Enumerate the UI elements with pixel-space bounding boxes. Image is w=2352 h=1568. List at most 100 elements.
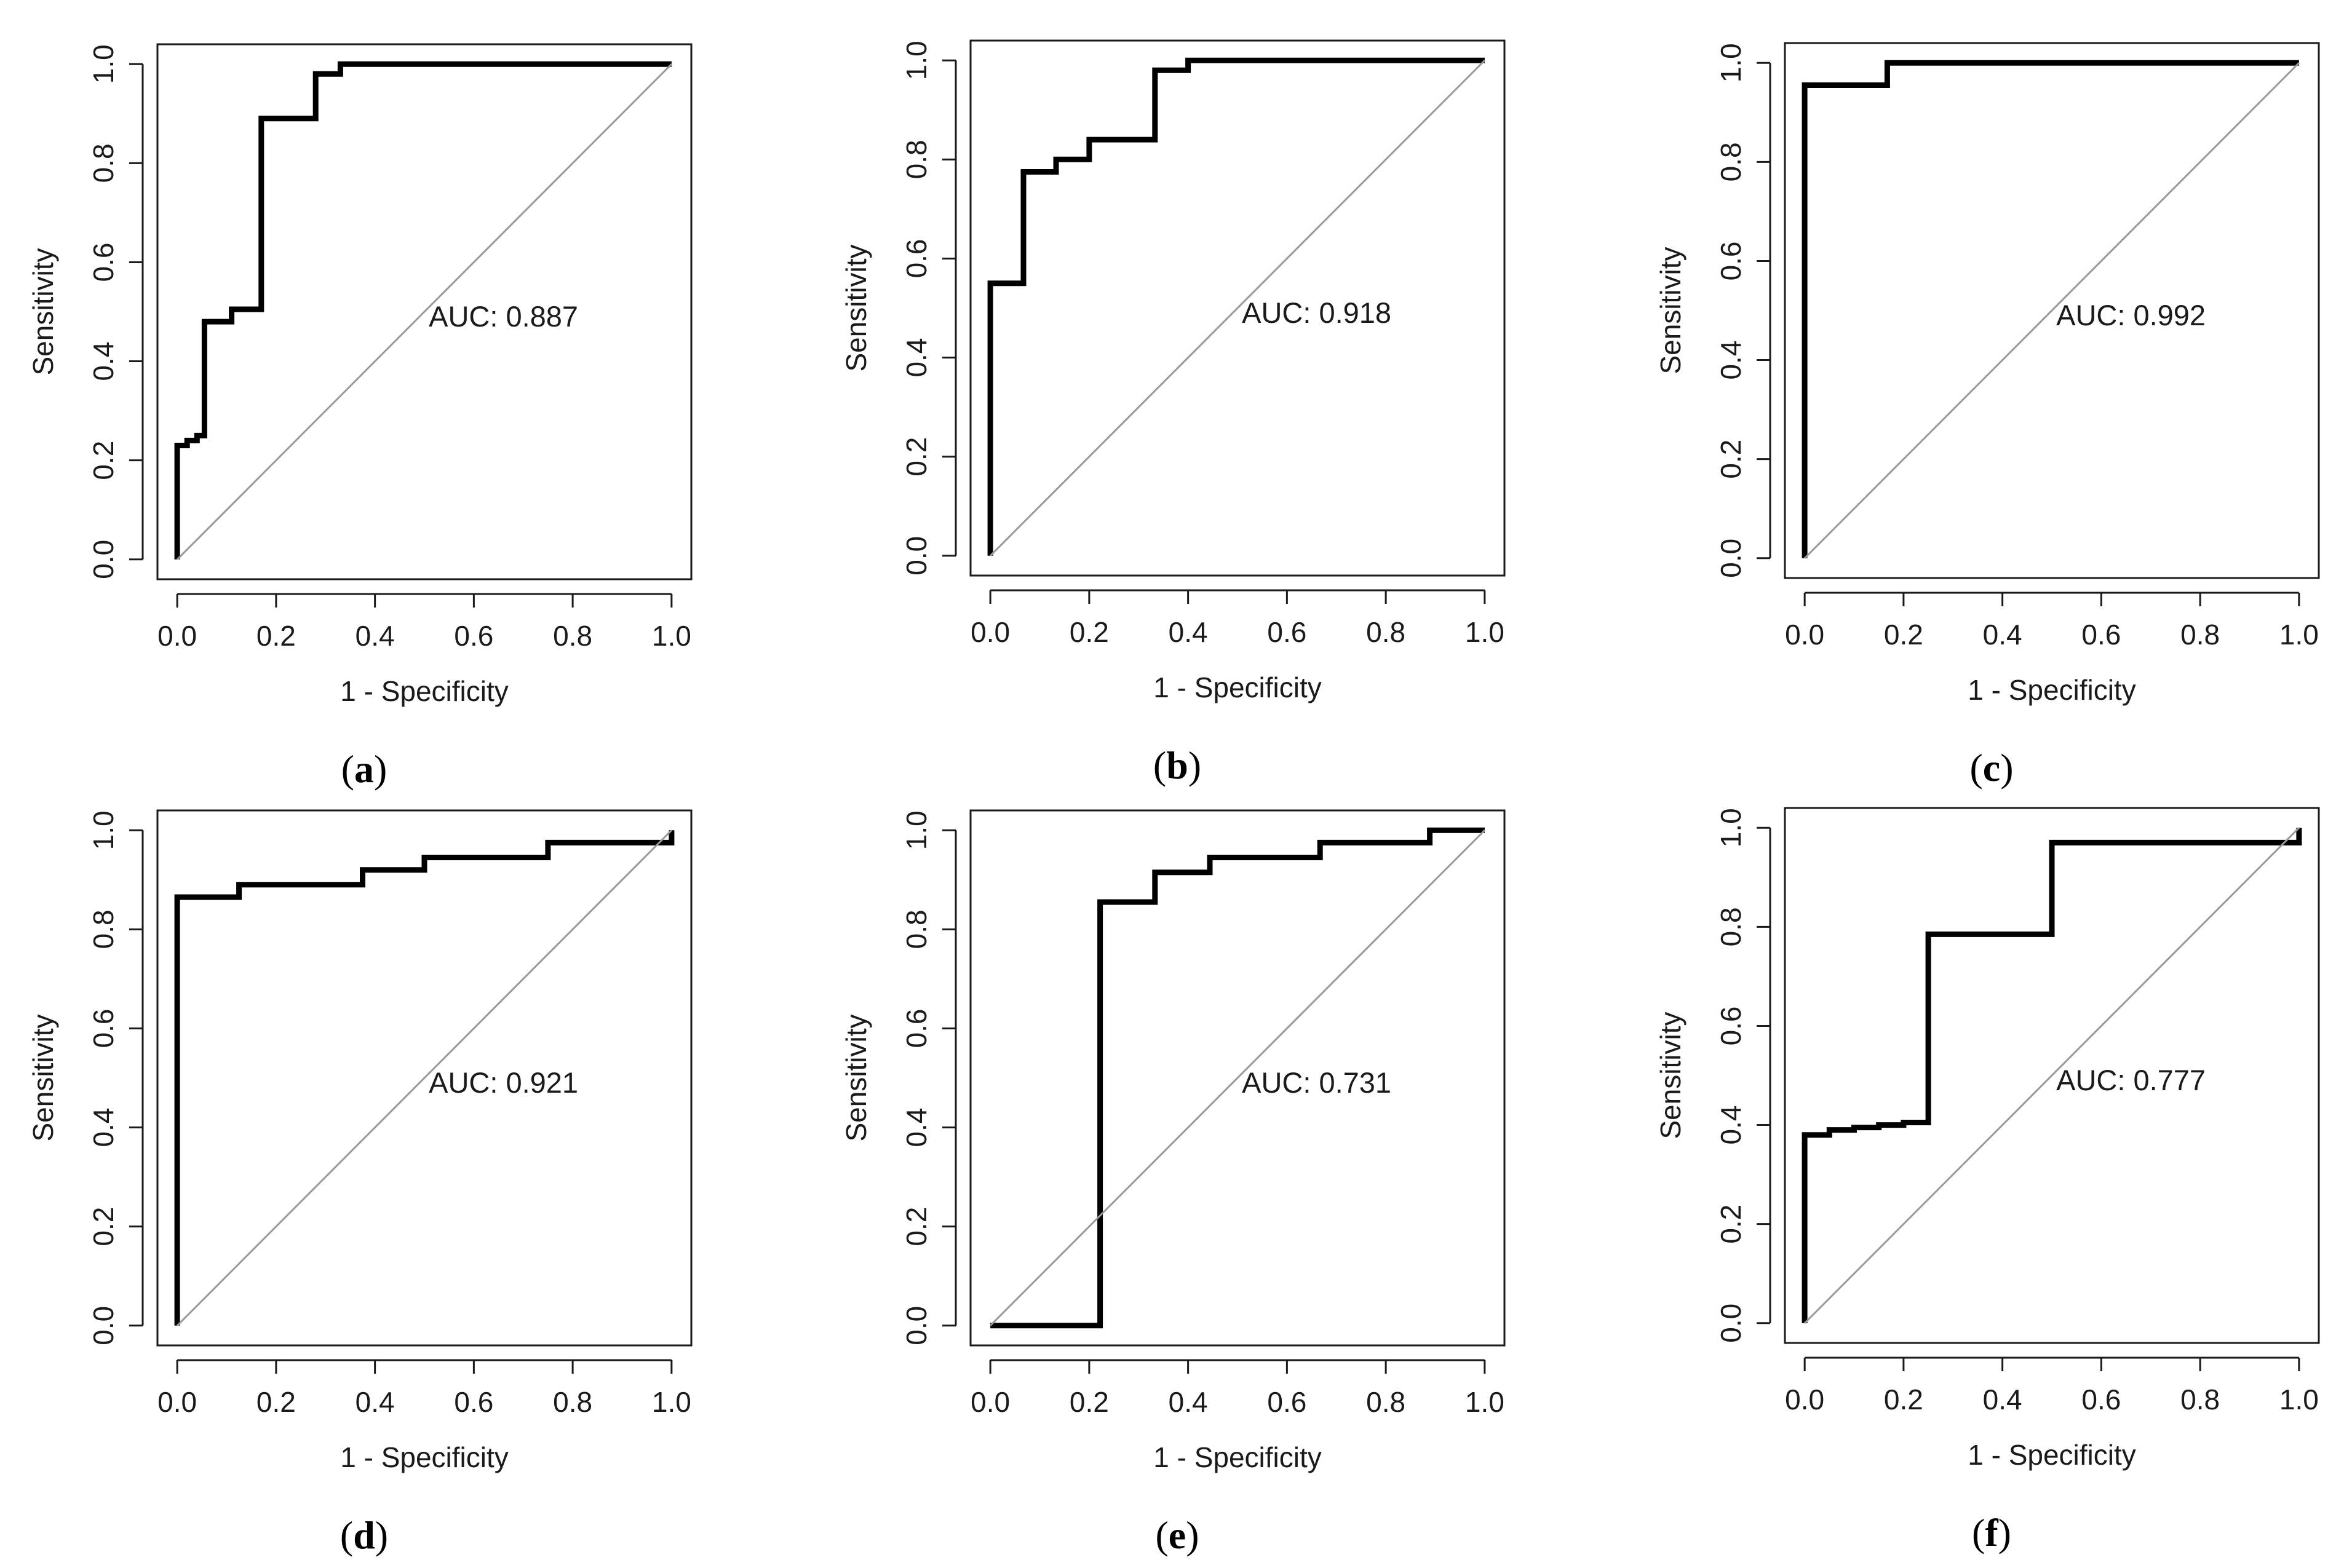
y-tick-label: 0.4 — [900, 338, 932, 378]
x-tick-label: 1.0 — [2279, 1384, 2319, 1416]
x-tick-label: 0.8 — [553, 620, 592, 652]
x-tick-label: 0.4 — [1169, 1386, 1208, 1418]
roc-panel-c: 0.0 0.2 0.4 0.6 0.8 1.0 0.0 0.2 0.4 0.6 0.8 1.0 1 - … — [1655, 42, 2320, 790]
roc-curve-line — [174, 61, 672, 560]
y-tick-label: 0.0 — [87, 1306, 119, 1345]
y-axis-title: Sensitivity — [840, 1014, 872, 1141]
x-tick-label: 1.0 — [652, 1386, 691, 1418]
roc-curve-line — [1802, 60, 2299, 558]
x-tick-label: 0.4 — [1169, 616, 1208, 648]
x-tick-label: 0.0 — [1785, 1384, 1824, 1416]
x-tick-label: 1.0 — [1465, 1386, 1504, 1418]
x-tick-label: 0.8 — [2180, 619, 2220, 651]
x-tick-label: 0.6 — [1267, 616, 1306, 648]
x-tick-label: 0.8 — [553, 1386, 592, 1418]
y-tick-label: 0.6 — [1715, 241, 1747, 280]
x-axis-title: 1 - Specificity — [340, 1441, 509, 1473]
y-tick-label: 0.0 — [87, 540, 119, 579]
reference-diagonal-line — [990, 60, 1485, 556]
panel-caption-letter: e — [1169, 1513, 1186, 1557]
auc-annotation: AUC: 0.731 — [1242, 1066, 1391, 1099]
roc-panel-e: 0.0 0.2 0.4 0.6 0.8 1.0 0.0 0.2 0.4 0.6 0.8 1.0 1 - … — [840, 809, 1506, 1557]
x-tick-label: 0.2 — [1884, 1384, 1923, 1416]
plot-frame — [156, 43, 693, 580]
roc-panel-d: 0.0 0.2 0.4 0.6 0.8 1.0 0.0 0.2 0.4 0.6 0.8 1.0 1 - … — [27, 809, 693, 1557]
x-axis-title: 1 - Specificity — [1968, 1439, 2136, 1471]
panel-caption: (d) — [340, 1513, 388, 1557]
x-axis-title: 1 - Specificity — [1153, 671, 1322, 703]
x-tick-label: 1.0 — [652, 620, 691, 652]
panel-caption: (f) — [1972, 1511, 2011, 1554]
x-tick-label: 0.2 — [256, 620, 296, 652]
x-tick-label: 0.6 — [2081, 619, 2121, 651]
y-axis-title: Sensitivity — [1655, 1012, 1687, 1139]
y-tick-label: 0.6 — [87, 1008, 119, 1048]
y-tick-label: 0.2 — [1715, 440, 1747, 479]
auc-annotation: AUC: 0.777 — [2056, 1064, 2206, 1096]
y-tick-label: 0.8 — [87, 143, 119, 183]
auc-annotation: AUC: 0.921 — [429, 1066, 578, 1099]
panel-caption: (e) — [1155, 1513, 1199, 1557]
x-tick-label: 0.4 — [356, 620, 395, 652]
x-tick-label: 0.0 — [1785, 619, 1824, 651]
roc-curve-line — [174, 830, 675, 1326]
y-axis-title: Sensitivity — [27, 248, 59, 375]
panel-caption: (a) — [341, 747, 387, 791]
roc-panel-f: 0.0 0.2 0.4 0.6 0.8 1.0 0.0 0.2 0.4 0.6 0.8 1.0 1 - … — [1655, 807, 2320, 1554]
reference-diagonal-line — [990, 830, 1485, 1326]
reference-diagonal-line — [1804, 827, 2300, 1324]
y-tick-label: 1.0 — [900, 41, 932, 80]
x-tick-label: 0.2 — [1884, 619, 1923, 651]
y-axis-title: Sensitivity — [27, 1014, 59, 1141]
panel-caption-letter: f — [1985, 1511, 1998, 1554]
roc-curve-line — [987, 57, 1485, 556]
x-tick-label: 0.0 — [971, 616, 1010, 648]
y-tick-label: 0.2 — [87, 441, 119, 480]
x-tick-label: 0.0 — [971, 1386, 1010, 1418]
y-tick-label: 0.4 — [900, 1108, 932, 1147]
x-tick-label: 0.2 — [1070, 616, 1109, 648]
y-tick-label: 0.2 — [87, 1207, 119, 1246]
auc-annotation: AUC: 0.992 — [2056, 299, 2206, 331]
roc-curve-line — [1802, 828, 2302, 1323]
x-tick-label: 0.8 — [1366, 616, 1405, 648]
y-tick-label: 0.6 — [1715, 1006, 1747, 1045]
x-tick-label: 0.8 — [2180, 1384, 2220, 1416]
y-tick-label: 0.0 — [900, 536, 932, 576]
x-tick-label: 0.6 — [2081, 1384, 2121, 1416]
x-tick-label: 1.0 — [2279, 619, 2319, 651]
reference-diagonal-line — [177, 830, 672, 1326]
y-tick-label: 0.4 — [87, 1108, 119, 1147]
x-tick-label: 0.4 — [1983, 619, 2022, 651]
y-tick-label: 0.6 — [87, 242, 119, 282]
panel-caption-letter: a — [354, 747, 374, 791]
y-tick-label: 0.8 — [900, 140, 932, 179]
y-tick-label: 0.8 — [1715, 142, 1747, 181]
y-tick-label: 0.6 — [900, 1008, 932, 1048]
y-tick-label: 0.0 — [1715, 539, 1747, 578]
reference-diagonal-line — [1804, 62, 2300, 559]
plot-frame — [969, 39, 1506, 577]
x-tick-label: 0.0 — [157, 620, 197, 652]
plot-frame — [1784, 42, 2320, 579]
plot-frame — [1784, 807, 2320, 1344]
y-tick-label: 0.4 — [1715, 1106, 1747, 1145]
y-tick-label: 0.4 — [87, 342, 119, 381]
panel-caption: (c) — [1969, 746, 2013, 790]
roc-panel-b: 0.0 0.2 0.4 0.6 0.8 1.0 0.0 0.2 0.4 0.6 0.8 1.0 1 - … — [840, 39, 1506, 787]
y-axis-title: Sensitivity — [1655, 247, 1687, 374]
x-tick-label: 0.0 — [157, 1386, 197, 1418]
panel-caption-letter: d — [353, 1513, 375, 1557]
roc-panel-a: 0.0 0.2 0.4 0.6 0.8 1.0 0.0 0.2 0.4 0.6 0.8 1.0 1 - … — [27, 43, 693, 791]
y-tick-label: 1.0 — [900, 810, 932, 850]
x-axis-title: 1 - Specificity — [1153, 1441, 1322, 1473]
y-tick-label: 1.0 — [1715, 808, 1747, 847]
y-tick-label: 0.2 — [1715, 1205, 1747, 1244]
y-tick-label: 0.0 — [900, 1306, 932, 1345]
x-axis-title: 1 - Specificity — [340, 675, 509, 707]
y-tick-label: 0.2 — [900, 1207, 932, 1246]
y-tick-label: 0.6 — [900, 239, 932, 278]
y-tick-label: 1.0 — [87, 810, 119, 850]
x-tick-label: 0.6 — [454, 1386, 493, 1418]
